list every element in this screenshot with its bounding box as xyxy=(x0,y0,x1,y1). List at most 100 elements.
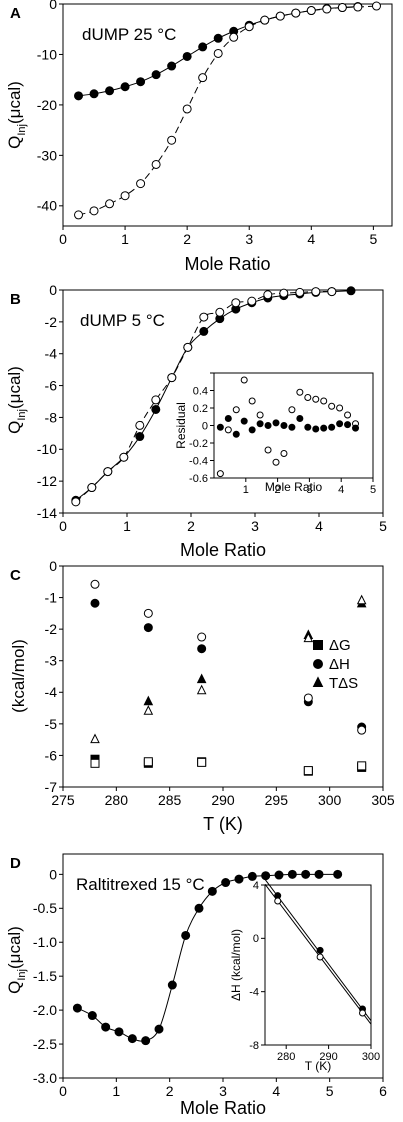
data-point xyxy=(244,22,254,32)
x-axis-label: Mole Ratio xyxy=(180,1098,266,1118)
plot-frame xyxy=(62,3,393,227)
data-point xyxy=(260,15,270,25)
series-0 xyxy=(90,754,367,776)
inset-data-point xyxy=(288,406,296,414)
data-point xyxy=(303,693,313,703)
x-tick-label: 280 xyxy=(277,1051,295,1063)
x-tick-label: 5 xyxy=(369,231,377,247)
x-tick-label: 305 xyxy=(371,792,395,808)
data-point xyxy=(74,210,84,220)
data-point xyxy=(120,191,130,201)
legend-marker xyxy=(312,676,324,687)
y-tick-label: -4 xyxy=(249,987,259,999)
inset-data-point xyxy=(280,450,288,457)
data-point xyxy=(322,4,332,14)
inset-data-point xyxy=(328,402,336,410)
x-tick-label: 300 xyxy=(362,1051,380,1063)
x-axis-label: T (K) xyxy=(203,814,243,834)
y-tick-label: -1.5 xyxy=(33,968,57,984)
data-point xyxy=(357,761,367,771)
series-1 xyxy=(74,1,381,220)
data-point xyxy=(151,404,161,414)
data-point xyxy=(197,644,207,654)
panel-B: B 0 1 2 3 4 5 0 -2 -4 -6 -8 -10 -12 -14 Mole Ratio QInj(… xyxy=(5,282,387,560)
data-point xyxy=(105,86,115,96)
y-tick-label: -20 xyxy=(37,97,57,113)
y-tick-label: -2 xyxy=(45,621,58,637)
inset-data-point xyxy=(240,376,248,384)
inset-data-point xyxy=(328,423,336,431)
data-point xyxy=(167,980,177,990)
y-tick-label: -8 xyxy=(45,409,58,425)
legend-label: ΔG xyxy=(329,637,351,654)
x-tick-label: 1 xyxy=(112,1083,120,1099)
data-point xyxy=(167,135,177,145)
y-tick-label: -3 xyxy=(45,653,58,669)
inset-data-point xyxy=(240,417,248,425)
data-point xyxy=(199,312,209,322)
inset-data-point xyxy=(344,411,352,419)
data-point xyxy=(199,326,209,336)
y-tick-label: -0.5 xyxy=(33,900,57,916)
data-point xyxy=(274,870,284,880)
data-point xyxy=(279,288,289,298)
data-point xyxy=(263,290,273,300)
data-point xyxy=(136,179,146,189)
data-point xyxy=(213,33,223,43)
data-point xyxy=(287,869,297,879)
data-point xyxy=(101,1022,111,1032)
inset-data-point xyxy=(296,415,304,422)
x-tick-label: 1 xyxy=(121,231,129,247)
inset-data-point xyxy=(248,426,256,434)
panel-letter: C xyxy=(10,567,21,584)
data-point xyxy=(247,871,257,881)
y-tick-label: 0 xyxy=(253,933,259,945)
y-tick-label: 0.4 xyxy=(193,385,208,397)
series-1 xyxy=(90,757,367,776)
panel-annotation: Raltitrexed 15 °C xyxy=(76,875,205,894)
data-point xyxy=(357,725,367,735)
data-point xyxy=(301,869,311,879)
fit-line xyxy=(75,291,332,503)
legend-label: ΔH xyxy=(329,656,350,673)
x-tick-label: 3 xyxy=(306,484,312,496)
data-point xyxy=(183,342,193,352)
data-point xyxy=(371,1,381,11)
data-point xyxy=(127,1034,137,1044)
panel-D: D 0 1 2 3 4 5 6 0 -0.5 -1.0 -1.5 -2.0 -2.5 -3.0 Mole Ra… xyxy=(5,853,387,1118)
y-tick-label: -3.0 xyxy=(33,1070,57,1086)
inset-data-point xyxy=(280,422,288,429)
data-point xyxy=(72,1003,82,1013)
data-point xyxy=(90,733,100,744)
data-point xyxy=(356,594,367,605)
data-point xyxy=(311,287,321,297)
data-point xyxy=(167,61,177,71)
data-point xyxy=(143,695,154,706)
x-tick-label: 4 xyxy=(338,484,344,496)
panel-annotation: dUMP 5 °C xyxy=(80,311,165,330)
x-tick-label: 285 xyxy=(158,792,182,808)
panel-letter: D xyxy=(10,855,21,872)
x-tick-label: 3 xyxy=(245,231,253,247)
inset-data-point xyxy=(359,1009,367,1017)
data-point xyxy=(141,1036,151,1046)
y-tick-label: 0 xyxy=(49,0,57,12)
data-point xyxy=(353,2,363,12)
x-tick-label: 5 xyxy=(326,1083,334,1099)
x-axis-label: Mole Ratio xyxy=(184,254,270,274)
data-point xyxy=(275,11,285,21)
data-point xyxy=(151,395,161,405)
y-tick-label: -2.0 xyxy=(33,1002,57,1018)
data-point xyxy=(231,298,241,308)
y-tick-label: -40 xyxy=(37,198,57,214)
inset-data-point xyxy=(336,420,344,428)
data-point xyxy=(143,705,154,715)
inset-data-point xyxy=(344,421,352,429)
x-tick-label: 4 xyxy=(272,1083,280,1099)
x-tick-label: 275 xyxy=(51,792,75,808)
data-point xyxy=(151,70,161,80)
data-point xyxy=(167,373,177,383)
x-tick-label: 2 xyxy=(183,231,191,247)
data-point xyxy=(213,48,223,58)
inset-x-axis-label: Mole Ratio xyxy=(265,480,323,494)
